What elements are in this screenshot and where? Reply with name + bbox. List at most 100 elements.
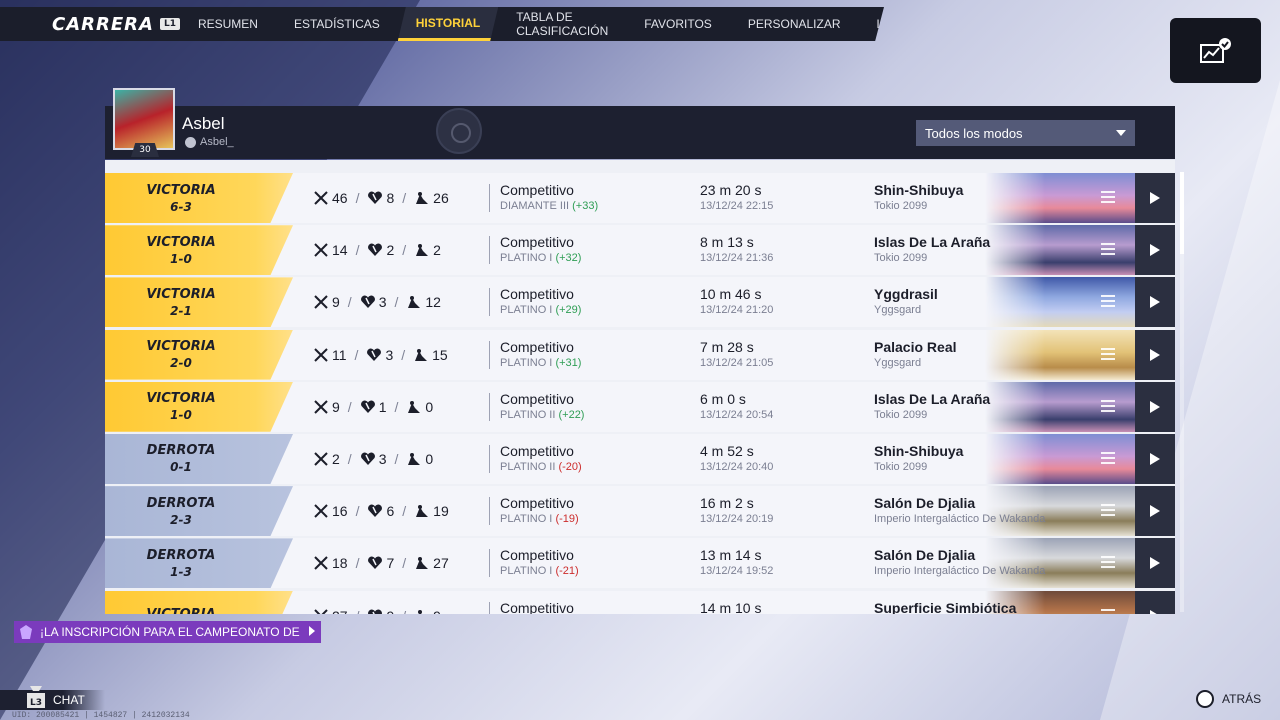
match-row[interactable]: VICTORIA 1-0 14 / 2 / 2 Competitivo PLAT… [105, 225, 1175, 276]
details-menu-icon[interactable] [1101, 347, 1115, 360]
emblem-icon [436, 108, 482, 154]
mode-filter-dropdown[interactable]: Todos los modos [916, 120, 1135, 146]
rank-name: DIAMANTE III [500, 200, 570, 212]
match-row[interactable]: VICTORIA 27 / 9 / 9 Competitivo 14 m 10 … [105, 590, 1175, 615]
result-score: 6-3 [170, 199, 192, 214]
deaths-value: 3 [378, 450, 387, 467]
kda-stats: 46 / 8 / 26 [313, 190, 449, 206]
details-menu-icon[interactable] [1101, 295, 1115, 308]
tab-tabla-de-clasificación[interactable]: TABLA DE CLASIFICACIÓN [516, 10, 609, 38]
replay-button[interactable] [1135, 225, 1175, 276]
assists-icon [414, 609, 430, 614]
map-thumbnail [985, 538, 1135, 589]
result-title: DERROTA [146, 547, 216, 563]
map-info: Superficie Simbiótica [874, 600, 1016, 615]
tab-favoritos[interactable]: FAVORITOS [644, 17, 712, 31]
replay-button[interactable] [1135, 433, 1175, 484]
time-info: 7 m 28 s 13/12/24 21:05 [700, 339, 773, 369]
replay-button[interactable] [1135, 329, 1175, 380]
details-menu-icon[interactable] [1101, 556, 1115, 569]
chat-bar[interactable]: CHAT [0, 690, 105, 710]
rank-delta: (+33) [572, 200, 599, 212]
result-title: VICTORIA [146, 182, 216, 198]
player-handle-text: Asbel_ [200, 136, 234, 148]
replay-button[interactable] [1135, 590, 1175, 614]
details-menu-icon[interactable] [1101, 243, 1115, 256]
result-score: 2-0 [170, 356, 192, 371]
kills-icon [313, 347, 329, 362]
assists-icon [414, 556, 430, 570]
divider [489, 184, 490, 212]
details-menu-icon[interactable] [1101, 399, 1115, 412]
assists-value: 19 [433, 503, 449, 520]
assists-value: 26 [433, 190, 449, 206]
mode-name: Competitivo [500, 234, 574, 251]
divider [489, 549, 490, 578]
replay-button[interactable] [1135, 381, 1175, 432]
match-date: 13/12/24 21:05 [700, 356, 774, 369]
tab-historial[interactable]: HISTORIAL [397, 7, 499, 41]
result-badge: VICTORIA 2-1 [105, 277, 293, 328]
result-title: VICTORIA [146, 339, 216, 355]
platform-icon [185, 136, 196, 148]
level-badge: 30 [131, 143, 159, 157]
mode-info: Competitivo PLATINO II (-20) [500, 443, 582, 473]
uid-footer: UID: 200085421 | 1454827 | 2412032134 [12, 711, 190, 720]
l1-hint[interactable]: L1 [159, 18, 180, 30]
avatar[interactable] [113, 88, 175, 150]
match-date: 13/12/24 21:20 [700, 304, 774, 317]
match-row[interactable]: DERROTA 2-3 16 / 6 / 19 Competitivo PLAT… [105, 486, 1175, 537]
l3-icon: L3 [27, 686, 45, 708]
map-thumbnail [985, 486, 1135, 537]
deaths-icon [367, 243, 383, 257]
deaths-icon [360, 295, 376, 309]
r1-hint[interactable]: R1 [958, 18, 979, 30]
chart-check-icon [1199, 37, 1231, 63]
match-history-list[interactable]: VICTORIA 6-3 46 / 8 / 26 Competitivo DIA… [105, 160, 1175, 614]
mode-info: Competitivo [500, 600, 574, 615]
match-row[interactable]: VICTORIA 2-1 9 / 3 / 12 Competitivo PLAT… [105, 277, 1175, 328]
kills-value: 16 [332, 503, 348, 520]
map-name: Yggdrasil [874, 286, 938, 303]
map-info: Yggdrasil Yggsgard [874, 286, 938, 316]
kda-stats: 9 / 3 / 12 [313, 294, 441, 310]
map-region: Imperio Intergaláctico De Wakanda [874, 513, 1046, 526]
match-duration: 16 m 2 s [700, 495, 754, 512]
championship-banner[interactable]: ¡LA INSCRIPCIÓN PARA EL CAMPEONATO DE [14, 621, 321, 643]
result-badge: VICTORIA [105, 590, 293, 614]
match-row[interactable]: VICTORIA 6-3 46 / 8 / 26 Competitivo DIA… [105, 173, 1175, 223]
details-menu-icon[interactable] [1101, 504, 1115, 517]
top-navigation: CARRERA L1 RESUMEN ESTADÍSTICAS HISTORIAL T… [0, 7, 884, 41]
match-row[interactable]: DERROTA 1-3 18 / 7 / 27 Competitivo PLAT… [105, 538, 1175, 589]
tab-resumen[interactable]: RESUMEN [197, 17, 258, 31]
rank-name: PLATINO I [500, 513, 553, 526]
back-button[interactable]: ATRÁS [1196, 690, 1261, 708]
assists-icon [414, 191, 430, 205]
chart-check-button[interactable] [1170, 18, 1261, 83]
rank-delta: (-21) [555, 565, 579, 578]
replay-button[interactable] [1135, 277, 1175, 328]
details-menu-icon[interactable] [1101, 608, 1115, 614]
match-row[interactable]: VICTORIA 2-0 11 / 3 / 15 Competitivo PLA… [105, 329, 1175, 380]
assists-icon [406, 400, 422, 414]
mode-name: Competitivo [500, 495, 574, 512]
scrollbar-track[interactable] [1180, 172, 1184, 612]
tab-estadísticas[interactable]: ESTADÍSTICAS [293, 17, 380, 31]
map-thumbnail [985, 173, 1135, 223]
replay-button[interactable] [1135, 486, 1175, 537]
scrollbar-thumb[interactable] [1180, 172, 1184, 254]
details-menu-icon[interactable] [1101, 191, 1115, 203]
kills-value: 2 [332, 450, 340, 467]
chevron-down-icon [1116, 130, 1126, 136]
map-region: Imperio Intergaláctico De Wakanda [874, 565, 1046, 578]
replay-button[interactable] [1135, 173, 1175, 223]
details-menu-icon[interactable] [1101, 451, 1115, 464]
match-row[interactable]: DERROTA 0-1 2 / 3 / 0 Competitivo PLATIN… [105, 433, 1175, 484]
replay-button[interactable] [1135, 538, 1175, 589]
rank-info: PLATINO II (-20) [500, 461, 582, 473]
mode-name: Competitivo [500, 338, 574, 355]
match-row[interactable]: VICTORIA 1-0 9 / 1 / 0 Competitivo PLATI… [105, 381, 1175, 432]
tab-logros[interactable]: LOGROS [876, 17, 928, 31]
map-name: Islas De La Araña [874, 390, 991, 407]
tab-personalizar[interactable]: PERSONALIZAR [747, 17, 841, 31]
